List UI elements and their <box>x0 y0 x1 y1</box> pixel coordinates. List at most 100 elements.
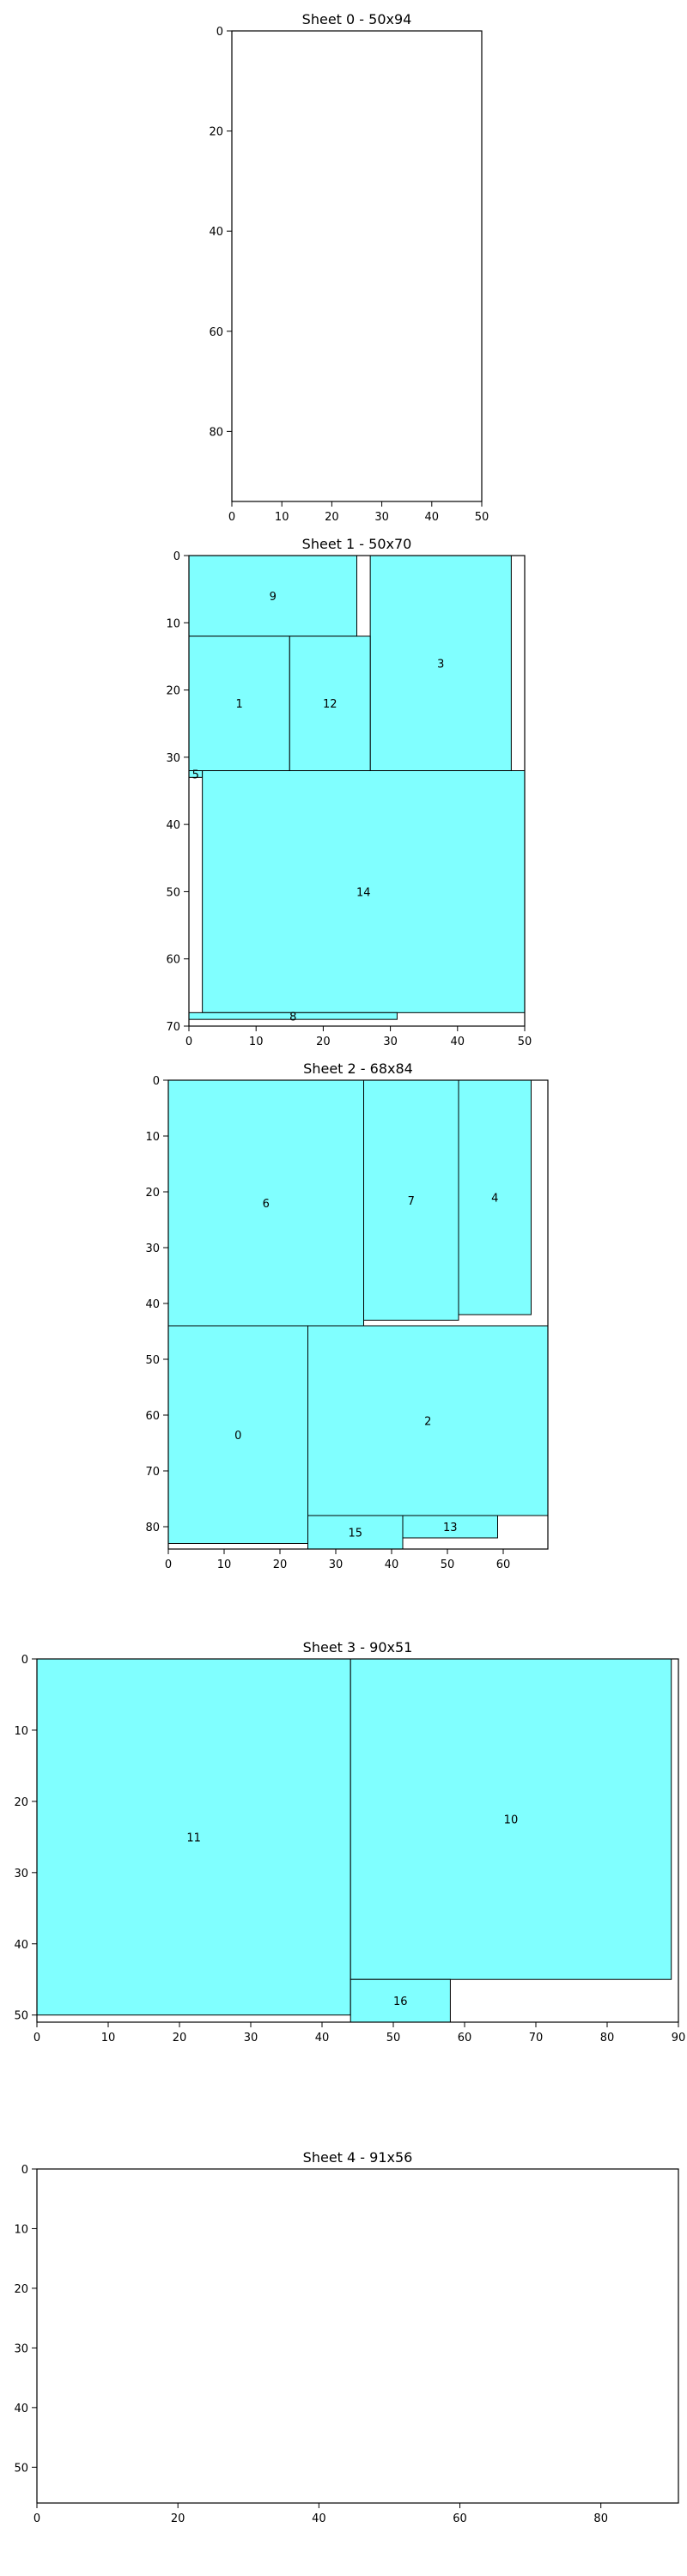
packed-rect <box>350 1658 672 1980</box>
packed-rect <box>202 770 526 1013</box>
x-tick-label: 0 <box>185 1036 192 1048</box>
rect-label: 2 <box>424 1416 431 1429</box>
y-tick-label: 50 <box>14 2010 28 2023</box>
y-tick-label: 10 <box>14 2223 28 2236</box>
sheet-title: Sheet 2 - 68x84 <box>303 1060 413 1077</box>
x-tick-label: 40 <box>425 511 440 524</box>
sheet-title: Sheet 0 - 50x94 <box>302 11 412 27</box>
y-tick-label: 40 <box>14 1939 28 1952</box>
y-tick-label: 50 <box>145 1354 160 1367</box>
y-tick-label: 70 <box>166 1021 180 1034</box>
packed-rect <box>36 1658 351 2016</box>
x-tick-label: 60 <box>453 2512 467 2525</box>
y-tick-label: 30 <box>14 2342 28 2355</box>
x-tick-label: 50 <box>518 1036 532 1048</box>
y-tick-label: 10 <box>166 617 180 630</box>
sheet-3: Sheet 3 - 90x51 11 10 16 0 10 20 30 40 50 60 70 80 90… <box>14 1639 685 2044</box>
x-tick-label: 70 <box>529 2032 544 2044</box>
x-tick-label: 0 <box>165 1558 172 1571</box>
sheet-4: Sheet 4 - 91x56 0 20 40 60 80 0 10 20 30 40 50 <box>14 2149 679 2525</box>
y-tick-label: 20 <box>166 685 180 698</box>
x-tick-label: 20 <box>316 1036 331 1048</box>
packed-rect <box>307 1325 549 1516</box>
x-tick-label: 20 <box>171 2512 185 2525</box>
sheet-title: Sheet 3 - 90x51 <box>303 1639 413 1656</box>
x-tick-label: 30 <box>244 2032 258 2044</box>
packed-rect <box>167 1325 308 1544</box>
x-tick-label: 40 <box>451 1036 465 1048</box>
x-tick-label: 0 <box>33 2032 40 2044</box>
x-tick-label: 90 <box>672 2032 686 2044</box>
rect-label: 3 <box>437 658 444 671</box>
rect-label: 7 <box>408 1195 415 1208</box>
rect-label: 0 <box>234 1430 241 1443</box>
y-tick-label: 60 <box>145 1410 160 1423</box>
x-tick-label: 10 <box>249 1036 264 1048</box>
y-tick-label: 0 <box>21 1654 28 1667</box>
y-tick-label: 0 <box>153 1075 160 1088</box>
y-tick-label: 40 <box>14 2403 28 2415</box>
x-tick-label: 50 <box>441 1558 455 1571</box>
x-tick-label: 50 <box>475 511 489 524</box>
rect-label: 16 <box>393 1996 408 2008</box>
x-tick-label: 10 <box>101 2032 116 2044</box>
y-tick-label: 60 <box>209 326 223 339</box>
packed-rect <box>363 1079 459 1321</box>
x-tick-label: 0 <box>228 511 235 524</box>
x-tick-label: 20 <box>325 511 339 524</box>
rect-label: 15 <box>348 1528 362 1540</box>
rect-label: 10 <box>504 1814 519 1827</box>
packed-rect <box>307 1515 404 1550</box>
axes-frame <box>36 2168 679 2504</box>
packed-rect <box>402 1515 498 1539</box>
y-tick-label: 80 <box>209 426 223 439</box>
axes-frame <box>36 1658 679 2023</box>
sheet-1: Sheet 1 - 50x70 9 3 1 12 5 14 8 0 10 20 30 40 50 0 10 20… <box>166 536 532 1048</box>
sheet-title: Sheet 1 - 50x70 <box>302 536 412 552</box>
x-tick-label: 20 <box>273 1558 288 1571</box>
y-tick-label: 50 <box>14 2462 28 2475</box>
rect-label: 11 <box>186 1832 201 1844</box>
packed-rect <box>369 555 512 772</box>
y-tick-label: 40 <box>145 1298 160 1311</box>
sheet-title: Sheet 4 - 91x56 <box>303 2149 413 2166</box>
y-tick-label: 30 <box>14 1868 28 1880</box>
packed-rect <box>188 555 357 637</box>
y-tick-label: 30 <box>145 1242 160 1255</box>
y-tick-label: 10 <box>14 1725 28 1738</box>
rect-label: 6 <box>263 1198 270 1211</box>
x-tick-label: 80 <box>600 2032 615 2044</box>
x-tick-label: 60 <box>496 1558 511 1571</box>
axes-frame <box>231 30 483 502</box>
rect-label: 12 <box>323 698 337 711</box>
y-tick-label: 0 <box>21 2164 28 2177</box>
packed-rect <box>289 635 371 772</box>
rect-label: 13 <box>443 1522 458 1534</box>
y-tick-label: 80 <box>145 1522 160 1534</box>
rect-label: 8 <box>289 1011 296 1024</box>
x-tick-label: 0 <box>33 2512 40 2525</box>
x-tick-label: 30 <box>383 1036 398 1048</box>
x-tick-label: 50 <box>386 2032 401 2044</box>
y-tick-label: 0 <box>216 26 223 39</box>
rect-label: 4 <box>491 1193 498 1206</box>
x-tick-label: 10 <box>275 511 289 524</box>
y-tick-label: 0 <box>173 550 180 563</box>
x-tick-label: 10 <box>217 1558 232 1571</box>
y-tick-label: 20 <box>14 1796 28 1809</box>
x-tick-label: 40 <box>312 2512 326 2525</box>
x-tick-label: 20 <box>173 2032 187 2044</box>
x-tick-label: 30 <box>329 1558 344 1571</box>
packed-rect <box>167 1079 364 1327</box>
y-tick-label: 40 <box>209 226 223 239</box>
axes-frame <box>167 1079 549 1550</box>
y-tick-label: 50 <box>166 886 180 899</box>
x-tick-label: 80 <box>593 2512 608 2525</box>
x-tick-label: 60 <box>458 2032 472 2044</box>
y-tick-label: 20 <box>209 126 223 139</box>
rect-label: 9 <box>270 591 277 604</box>
y-tick-label: 20 <box>14 2283 28 2296</box>
y-tick-label: 20 <box>145 1187 160 1200</box>
